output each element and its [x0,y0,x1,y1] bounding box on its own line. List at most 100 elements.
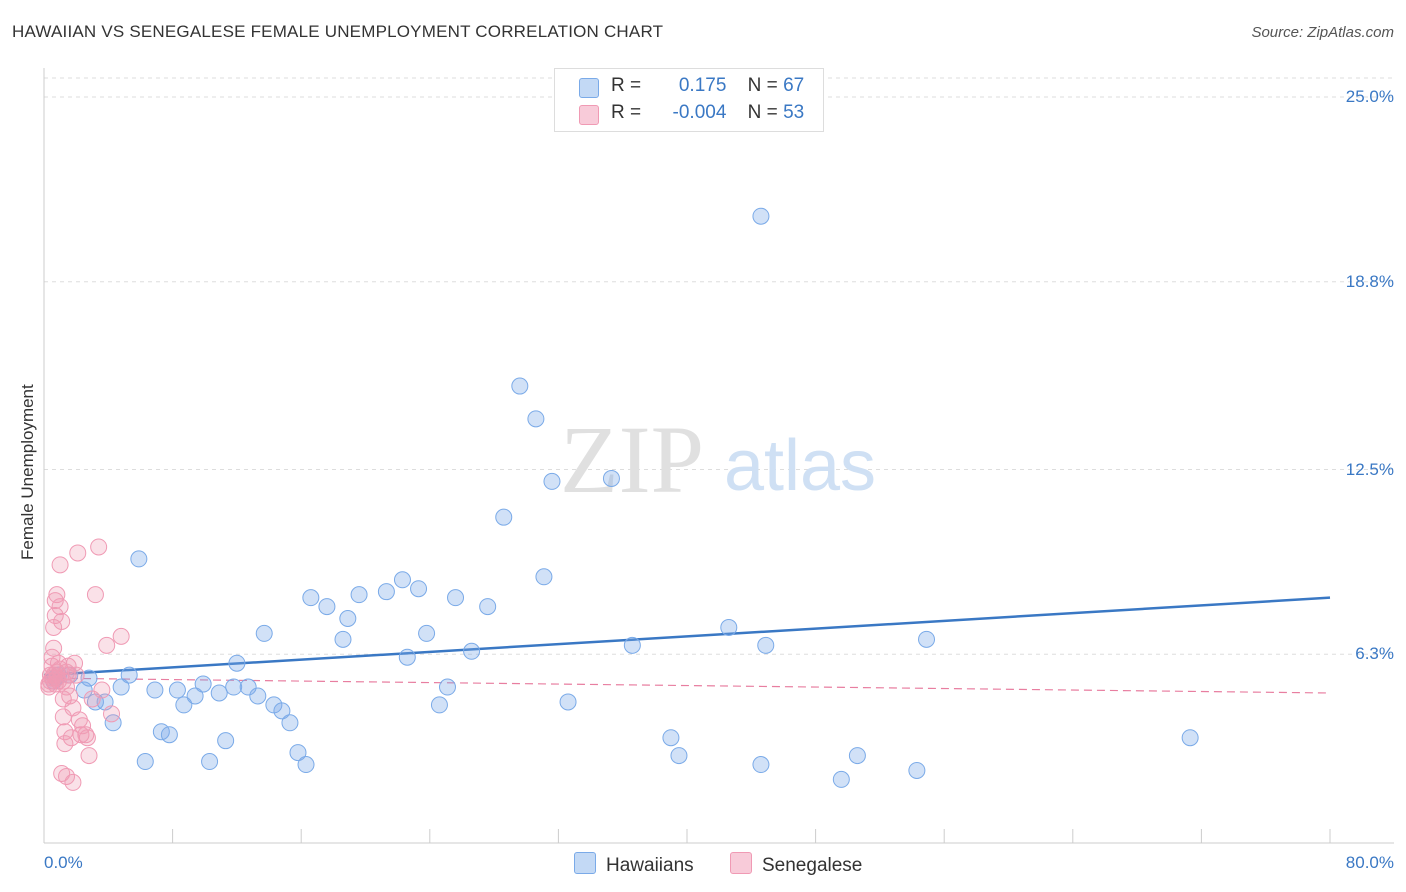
watermark-zip: ZIP [560,406,704,513]
watermark-atlas: atlas [724,426,876,506]
senegalese-point [80,747,98,765]
hawaiians-point [447,589,465,607]
legend-r-hawaiians: 0.175 [678,75,727,96]
senegalese-point [48,663,66,681]
hawaiians-point [511,377,529,395]
hawaiians-point [418,624,436,642]
y-tick-label: 18.8% [1345,271,1394,291]
hawaiians-point [495,508,513,526]
hawaiians-point [80,669,98,687]
hawaiians-point [289,744,307,762]
senegalese-point [56,735,74,753]
x-tick-max: 80.0% [1345,853,1394,872]
gridlines [44,77,1394,655]
hawaiians-point [297,756,315,774]
hawaiians-point [848,747,866,765]
hawaiians-point [438,678,456,696]
senegalese-point [77,726,95,744]
hawaiians-point [146,681,164,699]
senegalese-point [46,607,64,625]
hawaiians-point [120,666,138,684]
hawaiians-point [255,624,273,642]
hawaiians-point [201,753,219,771]
senegalese-point [51,598,69,616]
senegalese-point [64,773,82,791]
hawaiians-point [602,469,620,487]
hawaiians-point [281,714,299,732]
legend-r-label: R = [611,75,642,96]
legend-swatch-hawaiians [579,78,599,98]
hawaiians-point [377,583,395,601]
hawaiians-point [752,756,770,774]
senegalese-point [86,586,104,604]
bottom-legend-label-hawaiians: Hawaiians [606,855,694,876]
senegalese-point [54,672,72,690]
y-tick-label: 6.3% [1355,644,1394,664]
hawaiians-point [623,636,641,654]
hawaiians-point [136,753,154,771]
hawaiians-point [535,568,553,586]
legend-n-label: N = [747,75,778,96]
x-tick-min: 0.0% [44,853,83,872]
hawaiians-point [559,693,577,711]
data-points [40,207,1199,791]
senegalese-point [54,708,72,726]
chart-source: Source: ZipAtlas.com [1251,24,1394,41]
senegalese-point [58,767,76,785]
legend-r-label: R = [611,102,642,123]
hawaiians-point [194,675,212,693]
hawaiians-point [832,770,850,788]
senegalese-point [78,729,96,747]
senegalese-point [56,723,74,741]
hawaiians-point [225,678,243,696]
hawaiians-point [720,618,738,636]
senegalese-point [69,544,87,562]
senegalese-point [90,538,108,556]
hawaiians-point [112,678,130,696]
senegalese-point [45,639,63,657]
y-axis-label: Female Unemployment [18,384,37,560]
y-tick-label: 12.5% [1345,459,1394,479]
hawaiians-point [398,648,416,666]
hawaiians-point [249,687,267,705]
senegalese-point [51,556,69,574]
legend-swatch-senegalese [579,105,599,125]
hawaiians-point [334,630,352,648]
hawaiians-point [318,598,336,616]
senegalese-point [112,627,130,645]
hawaiians-point [104,714,122,732]
hawaiians-point [479,598,497,616]
hawaiians-point [662,729,680,747]
hawaiians-point [463,642,481,660]
bottom-legend-swatch-hawaiians [574,852,596,874]
correlation-legend: R = 0.175 N = 67 R = -0.004 N = 53 [554,68,824,132]
hawaiians-point [908,761,926,779]
hawaiians-point [210,684,228,702]
hawaiians-point [430,696,448,714]
hawaiians-trend-line [43,596,1331,677]
hawaiians-point [273,702,291,720]
hawaiians-point [670,747,688,765]
chart-title: HAWAIIAN VS SENEGALESE FEMALE UNEMPLOYME… [12,22,664,41]
hawaiians-point [543,472,561,490]
senegalese-point [93,681,111,699]
y-tick-label: 25.0% [1345,87,1394,106]
senegalese-point [103,705,121,723]
hawaiians-point [130,550,148,568]
bottom-legend-hawaiians: Hawaiians [574,852,694,877]
senegalese-point [53,612,71,630]
hawaiians-point [1181,729,1199,747]
senegalese-point [83,690,101,708]
hawaiians-point [393,571,411,589]
trend-lines [43,596,1331,694]
hawaiians-point [302,589,320,607]
hawaiians-point [757,636,775,654]
senegalese-point [98,636,116,654]
bottom-legend-swatch-senegalese [730,852,752,874]
hawaiians-point [160,726,178,744]
watermark: ZIP atlas [560,406,876,513]
senegalese-point [49,654,67,672]
hawaiians-point [350,586,368,604]
legend-n-hawaiians: 67 [783,75,805,96]
